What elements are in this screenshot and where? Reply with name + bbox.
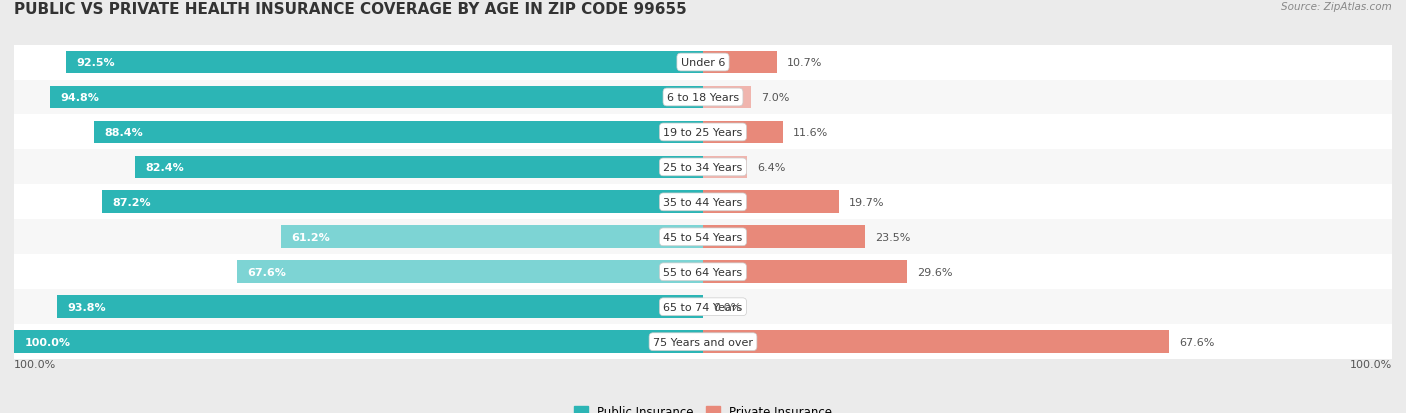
Text: 75 Years and over: 75 Years and over <box>652 337 754 347</box>
Bar <box>703 226 865 249</box>
Text: 67.6%: 67.6% <box>247 267 287 277</box>
FancyBboxPatch shape <box>14 255 1392 290</box>
Text: 82.4%: 82.4% <box>146 162 184 173</box>
Text: Under 6: Under 6 <box>681 58 725 68</box>
FancyBboxPatch shape <box>14 150 1392 185</box>
Text: 55 to 64 Years: 55 to 64 Years <box>664 267 742 277</box>
FancyBboxPatch shape <box>14 220 1392 255</box>
Bar <box>49 86 703 109</box>
Text: 67.6%: 67.6% <box>1180 337 1215 347</box>
Text: 61.2%: 61.2% <box>291 232 330 242</box>
Bar <box>703 330 1168 353</box>
Bar <box>56 296 703 318</box>
Text: 7.0%: 7.0% <box>762 93 790 103</box>
Text: 23.5%: 23.5% <box>875 232 911 242</box>
Text: 25 to 34 Years: 25 to 34 Years <box>664 162 742 173</box>
Text: 29.6%: 29.6% <box>917 267 953 277</box>
Text: 93.8%: 93.8% <box>67 302 105 312</box>
Text: 94.8%: 94.8% <box>60 93 98 103</box>
Bar <box>94 121 703 144</box>
Text: 45 to 54 Years: 45 to 54 Years <box>664 232 742 242</box>
FancyBboxPatch shape <box>14 80 1392 115</box>
Bar <box>103 191 703 214</box>
Bar <box>135 156 703 179</box>
Text: 100.0%: 100.0% <box>24 337 70 347</box>
Text: 11.6%: 11.6% <box>793 128 828 138</box>
Text: 6.4%: 6.4% <box>758 162 786 173</box>
Text: 19.7%: 19.7% <box>849 197 884 207</box>
FancyBboxPatch shape <box>14 45 1392 80</box>
Text: 6 to 18 Years: 6 to 18 Years <box>666 93 740 103</box>
FancyBboxPatch shape <box>14 325 1392 359</box>
Bar <box>703 86 751 109</box>
Text: 10.7%: 10.7% <box>787 58 823 68</box>
Text: 100.0%: 100.0% <box>14 359 56 369</box>
Bar <box>703 261 907 283</box>
Bar <box>281 226 703 249</box>
Text: 0.0%: 0.0% <box>713 302 741 312</box>
Text: 87.2%: 87.2% <box>112 197 152 207</box>
Text: 65 to 74 Years: 65 to 74 Years <box>664 302 742 312</box>
Bar <box>703 156 747 179</box>
Text: 92.5%: 92.5% <box>76 58 115 68</box>
FancyBboxPatch shape <box>14 290 1392 325</box>
FancyBboxPatch shape <box>14 115 1392 150</box>
Bar <box>703 52 776 74</box>
Text: PUBLIC VS PRIVATE HEALTH INSURANCE COVERAGE BY AGE IN ZIP CODE 99655: PUBLIC VS PRIVATE HEALTH INSURANCE COVER… <box>14 2 686 17</box>
Bar <box>703 191 839 214</box>
Bar <box>238 261 703 283</box>
Bar <box>66 52 703 74</box>
Text: 35 to 44 Years: 35 to 44 Years <box>664 197 742 207</box>
Legend: Public Insurance, Private Insurance: Public Insurance, Private Insurance <box>569 400 837 413</box>
Bar <box>703 121 783 144</box>
Text: 19 to 25 Years: 19 to 25 Years <box>664 128 742 138</box>
Text: Source: ZipAtlas.com: Source: ZipAtlas.com <box>1281 2 1392 12</box>
FancyBboxPatch shape <box>14 185 1392 220</box>
Text: 100.0%: 100.0% <box>1350 359 1392 369</box>
Bar <box>14 330 703 353</box>
Text: 88.4%: 88.4% <box>104 128 143 138</box>
